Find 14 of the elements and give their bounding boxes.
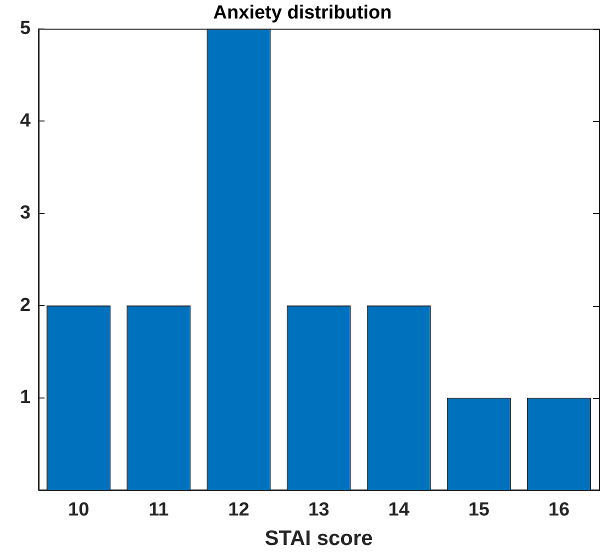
x-tick-label: 12 (228, 500, 250, 521)
y-tick-label: 2 (20, 294, 31, 316)
chart-title: Anxiety distribution (213, 2, 392, 24)
y-tick-label: 3 (20, 202, 31, 224)
x-tick-label: 15 (468, 500, 490, 521)
y-tick-label: 1 (20, 386, 31, 408)
x-tick-label: 11 (148, 500, 170, 521)
y-tick-label: 5 (20, 18, 31, 40)
x-tick-label: 13 (308, 500, 330, 521)
y-tick-label: 4 (20, 110, 31, 132)
x-tick-label: 14 (388, 500, 410, 521)
x-tick-label: 10 (68, 500, 90, 521)
x-tick-label: 16 (548, 500, 570, 521)
x-axis-title: STAI score (264, 527, 373, 550)
